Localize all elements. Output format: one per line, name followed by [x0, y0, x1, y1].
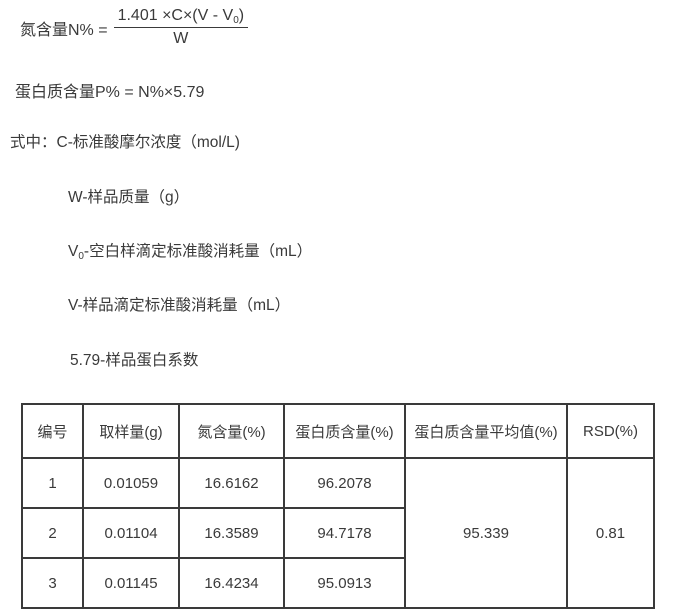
table-header-row: 编号 取样量(g) 氮含量(%) 蛋白质含量(%) 蛋白质含量平均值(%) RS…: [21, 403, 655, 459]
cell-nitrogen-content: 16.3589: [178, 507, 285, 559]
nitrogen-formula-lhs: 氮含量N% =: [20, 21, 108, 39]
header-nitrogen-content: 氮含量(%): [178, 403, 285, 459]
header-sample-mass: 取样量(g): [82, 403, 180, 459]
cell-sample-no: 2: [21, 507, 84, 559]
cell-protein-average: 95.339: [404, 457, 568, 609]
cell-protein-content: 95.0913: [283, 557, 406, 609]
header-rsd: RSD(%): [566, 403, 655, 459]
header-protein-average: 蛋白质含量平均值(%): [404, 403, 568, 459]
cell-sample-no: 1: [21, 457, 84, 509]
protein-formula: 蛋白质含量P% = N%×5.79: [15, 84, 205, 101]
cell-rsd: 0.81: [566, 457, 655, 609]
definition-coefficient: 5.79-样品蛋白系数: [70, 352, 199, 369]
definition-v: V-样品滴定标准酸消耗量（mL）: [68, 297, 291, 314]
definition-v0-symbol: V: [68, 243, 79, 260]
header-protein-content: 蛋白质含量(%): [283, 403, 406, 459]
definition-v0-subscript: 0: [78, 251, 84, 262]
fraction: 1.401 ×C×(V - V0) W: [113, 6, 249, 49]
numerator-subscript: 0: [233, 15, 239, 26]
fraction-numerator: 1.401 ×C×(V - V0): [113, 6, 249, 28]
results-table: 编号 取样量(g) 氮含量(%) 蛋白质含量(%) 蛋白质含量平均值(%) RS…: [21, 403, 655, 609]
header-sample-no: 编号: [21, 403, 84, 459]
cell-sample-no: 3: [21, 557, 84, 609]
numerator-text: 1.401 ×C×(V - V: [117, 7, 234, 24]
table-row: 1 0.01059 16.6162 96.2078 95.339 0.81: [21, 457, 655, 609]
definition-c: 式中：C-标准酸摩尔浓度（mol/L): [10, 134, 240, 151]
cell-sample-mass: 0.01059: [82, 457, 180, 509]
cell-sample-mass: 0.01145: [82, 557, 180, 609]
table-row: 3 0.01145 16.4234 95.0913: [21, 557, 654, 609]
cell-protein-content: 96.2078: [283, 457, 406, 509]
cell-nitrogen-content: 16.6162: [178, 457, 285, 509]
cell-sample-mass: 0.01104: [82, 507, 180, 559]
definition-v0: V0-空白样滴定标准酸消耗量（mL）: [68, 239, 313, 262]
cell-protein-content: 94.7178: [283, 507, 406, 559]
fraction-denominator: W: [173, 30, 189, 47]
numerator-close: ): [238, 7, 245, 24]
cell-nitrogen-content: 16.4234: [178, 557, 285, 609]
table-row: 2 0.01104 16.3589 94.7178: [21, 507, 654, 559]
definition-v0-text: -空白样滴定标准酸消耗量（mL）: [83, 243, 313, 260]
definition-w: W-样品质量（g）: [68, 189, 190, 206]
nitrogen-formula: 氮含量N% = 1.401 ×C×(V - V0) W: [20, 6, 249, 49]
